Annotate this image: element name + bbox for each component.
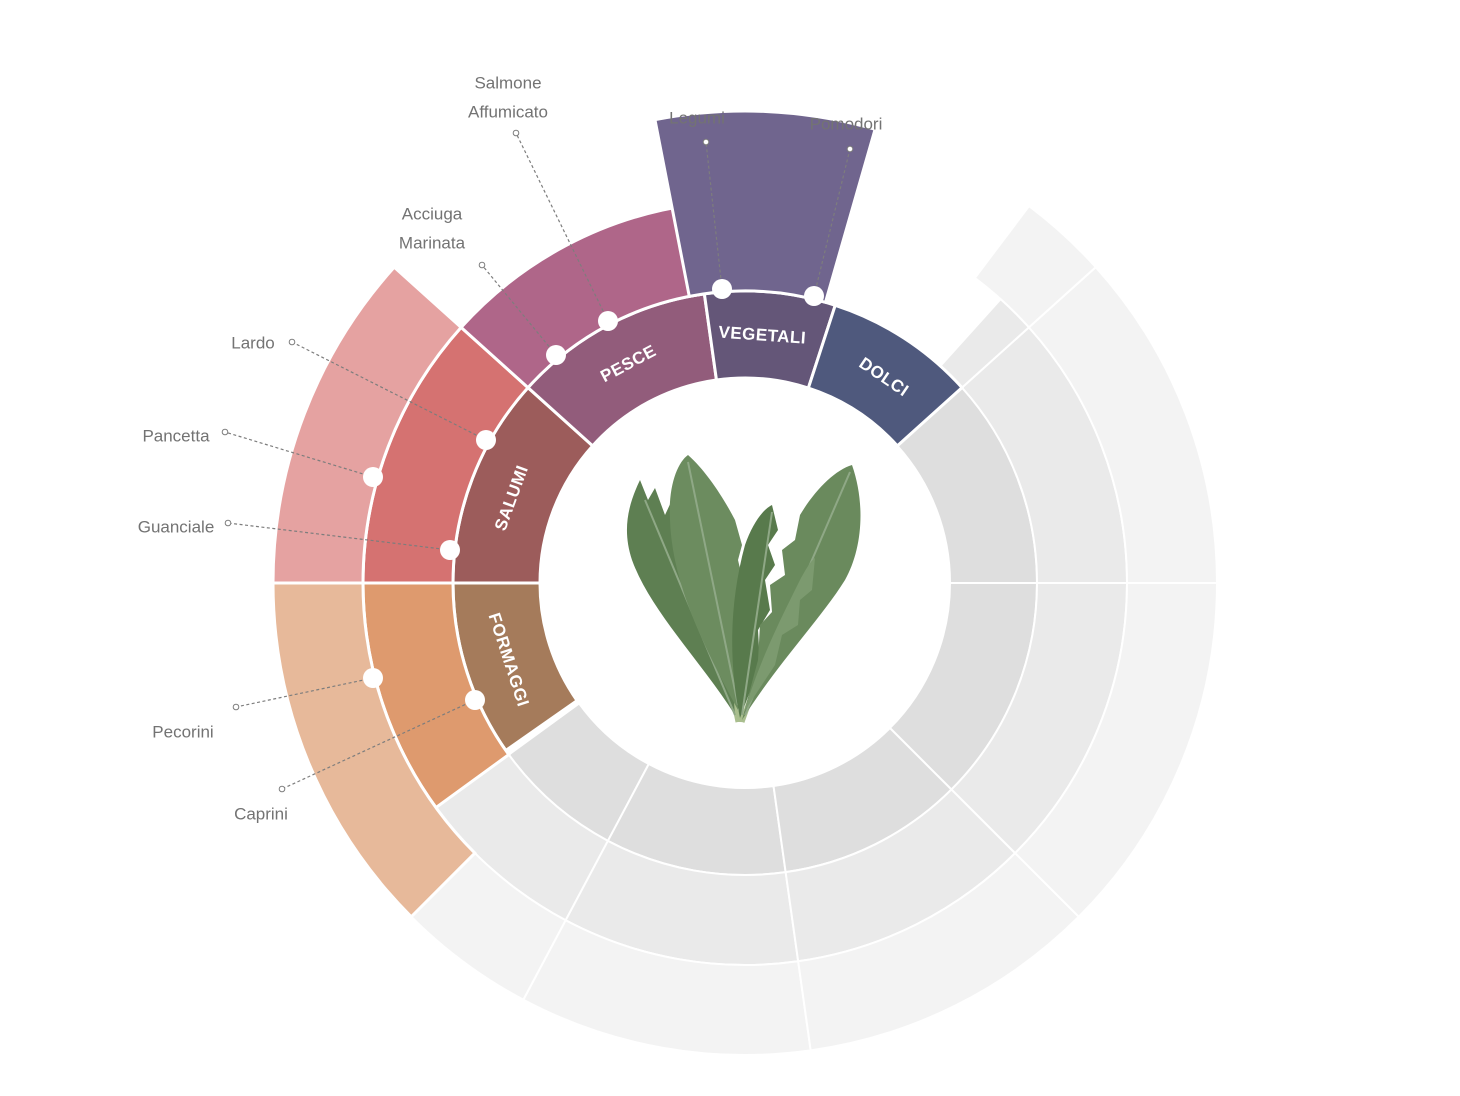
pairing-label-lardo: Lardo [231,334,274,353]
pairing-label-acciuga: Marinata [399,234,466,253]
pairing-marker-lardo[interactable] [476,430,496,450]
leader-line-pancetta [224,431,374,478]
leader-line-salmone [515,132,609,322]
pairing-label-guanciale: Guanciale [138,518,215,537]
pairing-marker-legumi[interactable] [712,279,732,299]
pairing-marker-acciuga[interactable] [546,345,566,365]
dandelion-leaves-icon [626,455,861,723]
segment-dolci-inner[interactable] [806,303,965,448]
pairing-marker-guanciale[interactable] [440,540,460,560]
pairing-callouts: Lardo Pancetta Guanciale Pecorini Caprini Acc… [138,74,883,824]
segment-pesce-middle[interactable] [459,203,707,390]
segment-vegetali-outer[interactable] [653,109,877,305]
leader-end-dot [702,138,710,146]
pairing-marker-pomodori[interactable] [804,286,824,306]
segment-salumi-outer[interactable] [271,265,464,585]
leader-end-dot [224,519,232,527]
leader-end-dot [278,785,286,793]
leader-end-dot [846,145,854,153]
pairing-marker-salmone[interactable] [598,311,618,331]
leader-line-guanciale [227,522,451,551]
pairing-label-pancetta: Pancetta [142,427,210,446]
pairing-label-pomodori: Pomodori [810,115,883,134]
pairing-label-acciuga: Acciuga [402,205,463,224]
pairing-label-pecorini: Pecorini [152,723,213,742]
pairing-label-salmone: Salmone [474,74,541,93]
leader-end-dot [221,428,229,436]
leader-line-pecorini [235,677,374,708]
leader-end-dot [232,703,240,711]
leader-line-caprini [281,699,476,790]
pairing-marker-caprini[interactable] [465,690,485,710]
leader-line-acciuga [481,264,557,356]
leader-end-dot [512,129,520,137]
pairing-label-caprini: Caprini [234,805,288,824]
center-image [626,455,861,723]
leader-line-legumi [705,141,723,290]
active-segments [271,109,965,919]
pairing-marker-pancetta[interactable] [363,467,383,487]
pairing-marker-pecorini[interactable] [363,668,383,688]
pairing-label-salmone: Affumicato [468,103,548,122]
inactive-segments [361,204,1219,1056]
leader-end-dot [478,261,486,269]
pairing-label-legumi: Legumi [669,109,725,128]
leader-end-dot [288,338,296,346]
